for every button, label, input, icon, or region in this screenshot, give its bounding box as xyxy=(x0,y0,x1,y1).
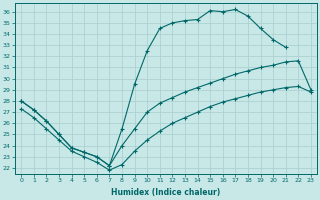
X-axis label: Humidex (Indice chaleur): Humidex (Indice chaleur) xyxy=(111,188,221,197)
